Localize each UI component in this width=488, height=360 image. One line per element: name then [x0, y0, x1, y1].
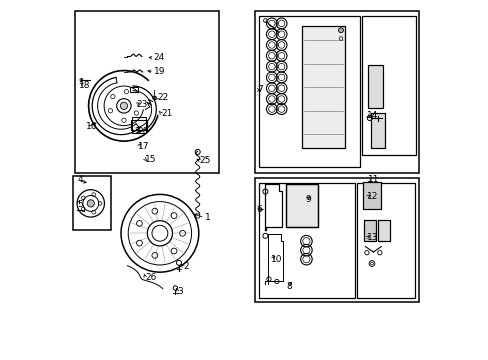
Bar [370, 113, 384, 148]
Circle shape [120, 102, 127, 109]
Text: 1: 1 [204, 213, 210, 222]
Bar [302, 26, 344, 148]
Text: 9: 9 [305, 195, 311, 204]
Text: 6: 6 [256, 205, 262, 214]
Bar [363, 220, 375, 241]
Bar [362, 182, 380, 209]
Text: 18: 18 [79, 81, 90, 90]
Bar [362, 182, 380, 209]
Bar [132, 117, 146, 133]
Circle shape [195, 214, 200, 218]
Text: 21: 21 [161, 109, 172, 118]
Bar [131, 120, 147, 130]
Text: 23: 23 [136, 100, 147, 109]
Text: 5: 5 [77, 200, 83, 209]
Bar [361, 16, 415, 155]
Circle shape [87, 200, 94, 207]
Bar [258, 183, 355, 298]
Bar [363, 220, 375, 241]
Bar [73, 176, 111, 230]
Text: 16: 16 [86, 122, 98, 131]
Circle shape [338, 28, 343, 33]
Bar [255, 178, 418, 302]
Bar [377, 220, 389, 241]
Text: 4: 4 [77, 175, 83, 184]
Text: 8: 8 [285, 282, 291, 291]
Text: 10: 10 [270, 256, 282, 264]
Text: 12: 12 [366, 192, 378, 201]
Bar [356, 183, 415, 298]
Bar [255, 11, 418, 173]
Bar [258, 16, 359, 167]
Text: 20: 20 [137, 126, 148, 135]
Text: 24: 24 [153, 53, 164, 62]
Text: 2: 2 [183, 262, 188, 271]
Text: 3: 3 [177, 287, 183, 296]
Text: 13: 13 [366, 233, 378, 242]
Bar [370, 113, 384, 148]
Text: 26: 26 [145, 274, 157, 282]
Bar [377, 220, 389, 241]
Text: 19: 19 [153, 68, 165, 77]
Bar [285, 184, 318, 227]
Text: 7: 7 [256, 85, 262, 94]
Bar [285, 184, 318, 227]
Text: 25: 25 [199, 156, 210, 165]
Bar [130, 87, 138, 92]
Text: 14: 14 [366, 111, 378, 120]
Bar [367, 65, 382, 108]
Bar [367, 65, 382, 108]
Text: 11: 11 [367, 175, 378, 184]
Text: 17: 17 [138, 143, 149, 152]
Text: 22: 22 [157, 93, 168, 102]
Bar [75, 11, 219, 173]
Text: 15: 15 [145, 154, 156, 163]
